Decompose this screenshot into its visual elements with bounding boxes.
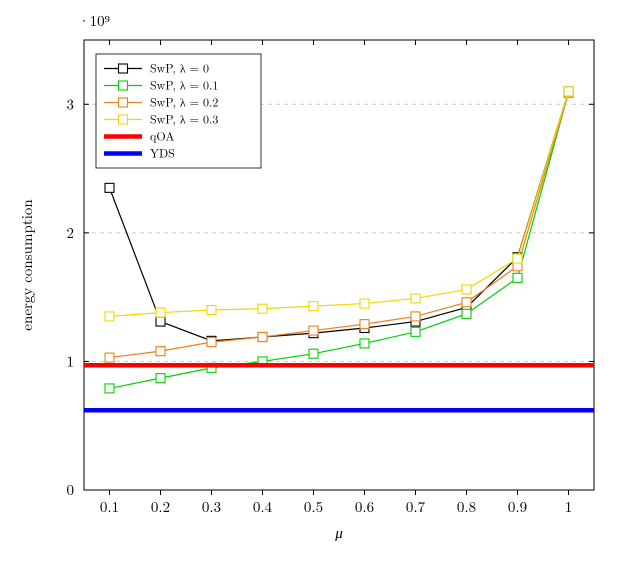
series-marker	[309, 302, 318, 311]
series-marker	[207, 338, 216, 347]
series-marker	[360, 339, 369, 348]
legend-label: SwP, λ = 0	[150, 60, 209, 77]
y-tick-label: 2	[66, 222, 74, 243]
x-tick-label: 0.1	[100, 496, 119, 517]
y-tick-label: 1	[66, 350, 74, 371]
legend-label: SwP, λ = 0.3	[150, 111, 218, 128]
legend: SwP, λ = 0SwP, λ = 0.1SwP, λ = 0.2SwP, λ…	[96, 54, 261, 168]
y-tick-label: 3	[66, 93, 74, 114]
series-marker	[360, 299, 369, 308]
legend-swatch-marker	[119, 64, 128, 73]
x-tick-label: 1	[565, 496, 573, 517]
legend-label: SwP, λ = 0.2	[150, 94, 218, 111]
series-marker	[564, 87, 573, 96]
series-marker	[360, 320, 369, 329]
series-marker	[156, 308, 165, 317]
series-marker	[105, 353, 114, 362]
series-marker	[309, 349, 318, 358]
x-tick-label: 0.4	[253, 496, 273, 517]
chart-bg	[0, 0, 618, 566]
series-marker	[207, 306, 216, 315]
series-marker	[462, 298, 471, 307]
series-marker	[156, 347, 165, 356]
legend-label: qOA	[150, 128, 174, 145]
x-axis-label: μ	[334, 522, 343, 543]
x-tick-label: 0.3	[202, 496, 221, 517]
y-axis-label: energy consumption	[16, 199, 37, 331]
x-tick-label: 0.5	[304, 496, 323, 517]
chart-svg: 0.1 0.2 0.3 0.4 0.5 0.6 0.7 0.8 0.9 1 0 1 2 3 ·10⁹ μ ene…	[0, 0, 618, 566]
legend-label: YDS	[150, 145, 175, 162]
series-marker	[513, 254, 522, 263]
series-marker	[309, 326, 318, 335]
y-exponent-label: ·10⁹	[78, 10, 110, 31]
y-tick-label: 0	[66, 479, 74, 500]
series-marker	[462, 285, 471, 294]
x-tick-label: 0.8	[457, 496, 476, 517]
series-marker	[411, 327, 420, 336]
series-marker	[105, 183, 114, 192]
series-marker	[462, 309, 471, 318]
legend-swatch-marker	[119, 115, 128, 124]
legend-swatch-marker	[119, 81, 128, 90]
series-marker	[105, 312, 114, 321]
series-marker	[156, 374, 165, 383]
x-tick-label: 0.2	[151, 496, 170, 517]
series-marker	[156, 317, 165, 326]
series-marker	[258, 333, 267, 342]
x-tick-label: 0.7	[406, 496, 426, 517]
x-tick-label: 0.6	[355, 496, 374, 517]
series-marker	[105, 384, 114, 393]
series-marker	[513, 273, 522, 282]
series-marker	[411, 312, 420, 321]
series-marker	[411, 294, 420, 303]
series-marker	[258, 304, 267, 313]
legend-label: SwP, λ = 0.1	[150, 77, 218, 94]
chart-container: 0.1 0.2 0.3 0.4 0.5 0.6 0.7 0.8 0.9 1 0 1 2 3 ·10⁹ μ ene…	[0, 0, 618, 566]
legend-swatch-marker	[119, 98, 128, 107]
x-tick-label: 0.9	[508, 496, 527, 517]
